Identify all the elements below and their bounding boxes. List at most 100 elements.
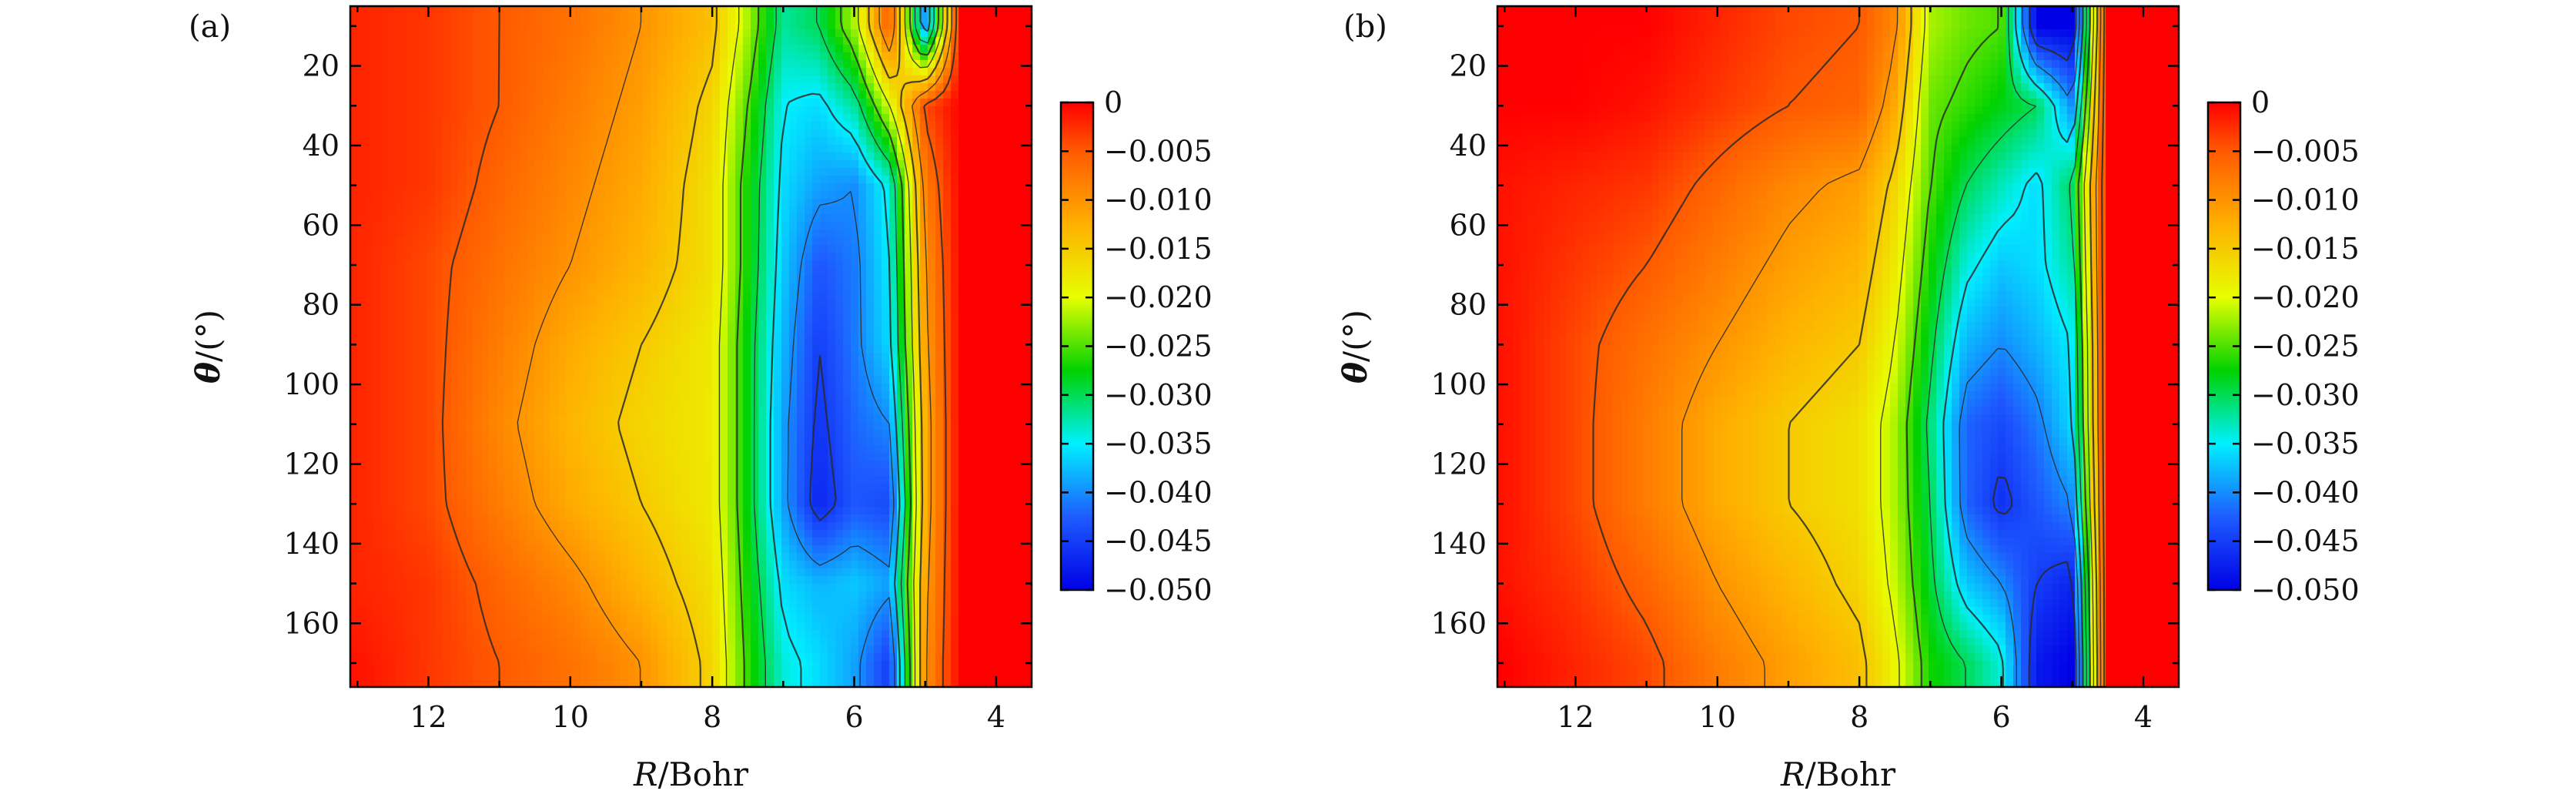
heatmap-cell — [366, 191, 374, 199]
heatmap-cell — [982, 376, 990, 384]
heatmap-cell — [550, 391, 559, 400]
heatmap-cell — [920, 299, 928, 307]
heatmap-cell — [920, 360, 928, 369]
heatmap-cell — [905, 222, 913, 230]
heatmap-cell — [566, 222, 574, 230]
heatmap-cell — [458, 314, 467, 323]
heatmap-cell — [443, 283, 451, 292]
heatmap-cell — [858, 145, 867, 153]
heatmap-cell — [1028, 330, 1032, 338]
heatmap-cell — [928, 353, 936, 361]
heatmap-cell — [420, 260, 428, 269]
heatmap-cell — [751, 330, 759, 338]
heatmap-cell — [566, 14, 574, 22]
heatmap-cell — [489, 129, 497, 138]
heatmap-cell — [989, 368, 998, 377]
heatmap-cell — [350, 307, 359, 315]
heatmap-cell — [681, 307, 690, 315]
heatmap-cell — [427, 206, 436, 215]
heatmap-cell — [435, 291, 443, 300]
heatmap-cell — [674, 29, 682, 38]
heatmap-cell — [743, 29, 751, 38]
heatmap-cell — [381, 214, 390, 223]
heatmap-cell — [597, 345, 605, 354]
heatmap-cell — [535, 245, 544, 253]
heatmap-cell — [581, 137, 590, 146]
heatmap-cell — [612, 291, 621, 300]
heatmap-cell — [982, 253, 990, 261]
heatmap-cell — [527, 299, 536, 307]
heatmap-cell — [743, 183, 751, 192]
heatmap-cell — [512, 345, 520, 354]
heatmap-cell — [574, 152, 582, 161]
heatmap-cell — [574, 37, 582, 45]
heatmap-cell — [674, 152, 682, 161]
heatmap-cell — [396, 183, 405, 192]
heatmap-cell — [635, 6, 644, 15]
heatmap-cell — [728, 29, 736, 38]
heatmap-cell — [851, 322, 859, 330]
heatmap-cell — [535, 91, 544, 99]
heatmap-cell — [828, 368, 836, 377]
heatmap-cell — [620, 253, 628, 261]
heatmap-cell — [420, 337, 428, 346]
heatmap-cell — [473, 283, 482, 292]
heatmap-cell — [373, 353, 382, 361]
heatmap-cell — [489, 407, 497, 415]
heatmap-cell — [982, 291, 990, 300]
heatmap-cell — [974, 330, 982, 338]
heatmap-cell — [858, 360, 867, 369]
heatmap-cell — [543, 407, 551, 415]
heatmap-cell — [597, 129, 605, 138]
heatmap-cell — [543, 168, 551, 176]
heatmap-cell — [805, 268, 813, 276]
heatmap-cell — [1028, 52, 1032, 61]
heatmap-cell — [751, 160, 759, 169]
heatmap-cell — [997, 176, 1005, 184]
heatmap-cell — [435, 337, 443, 346]
heatmap-cell — [789, 368, 798, 377]
heatmap-cell — [635, 276, 644, 284]
heatmap-cell — [897, 368, 905, 377]
heatmap-cell — [435, 253, 443, 261]
heatmap-cell — [712, 176, 721, 184]
heatmap-cell — [858, 29, 867, 38]
heatmap-cell — [450, 99, 459, 107]
heatmap-cell — [889, 206, 898, 215]
heatmap-cell — [689, 106, 698, 115]
heatmap-cell — [458, 91, 467, 99]
heatmap-cell — [882, 337, 890, 346]
heatmap-cell — [381, 322, 390, 330]
heatmap-cell — [735, 268, 744, 276]
heatmap-cell — [966, 430, 975, 438]
heatmap-cell — [874, 68, 882, 76]
heatmap-cell — [728, 176, 736, 184]
heatmap-cell — [566, 391, 574, 400]
heatmap-cell — [627, 152, 636, 161]
heatmap-cell — [912, 353, 921, 361]
heatmap-cell — [443, 260, 451, 269]
heatmap-cell — [558, 299, 567, 307]
heatmap-cell — [366, 345, 374, 354]
heatmap-cell — [535, 176, 544, 184]
heatmap-cell — [935, 399, 944, 407]
heatmap-cell — [497, 245, 505, 253]
heatmap-cell — [566, 283, 574, 292]
heatmap-cell — [535, 152, 544, 161]
heatmap-cell — [443, 391, 451, 400]
heatmap-cell — [666, 83, 674, 92]
heatmap-cell — [751, 145, 759, 153]
heatmap-cell — [466, 52, 474, 61]
heatmap-cell — [966, 299, 975, 307]
heatmap-cell — [366, 399, 374, 407]
heatmap-cell — [704, 322, 713, 330]
heatmap-cell — [989, 430, 998, 438]
heatmap-cell — [1005, 368, 1013, 377]
heatmap-cell — [766, 129, 774, 138]
heatmap-cell — [681, 345, 690, 354]
heatmap-cell — [604, 391, 613, 400]
heatmap-cell — [620, 22, 628, 30]
heatmap-cell — [612, 276, 621, 284]
heatmap-cell — [612, 422, 621, 431]
heatmap-cell — [574, 330, 582, 338]
